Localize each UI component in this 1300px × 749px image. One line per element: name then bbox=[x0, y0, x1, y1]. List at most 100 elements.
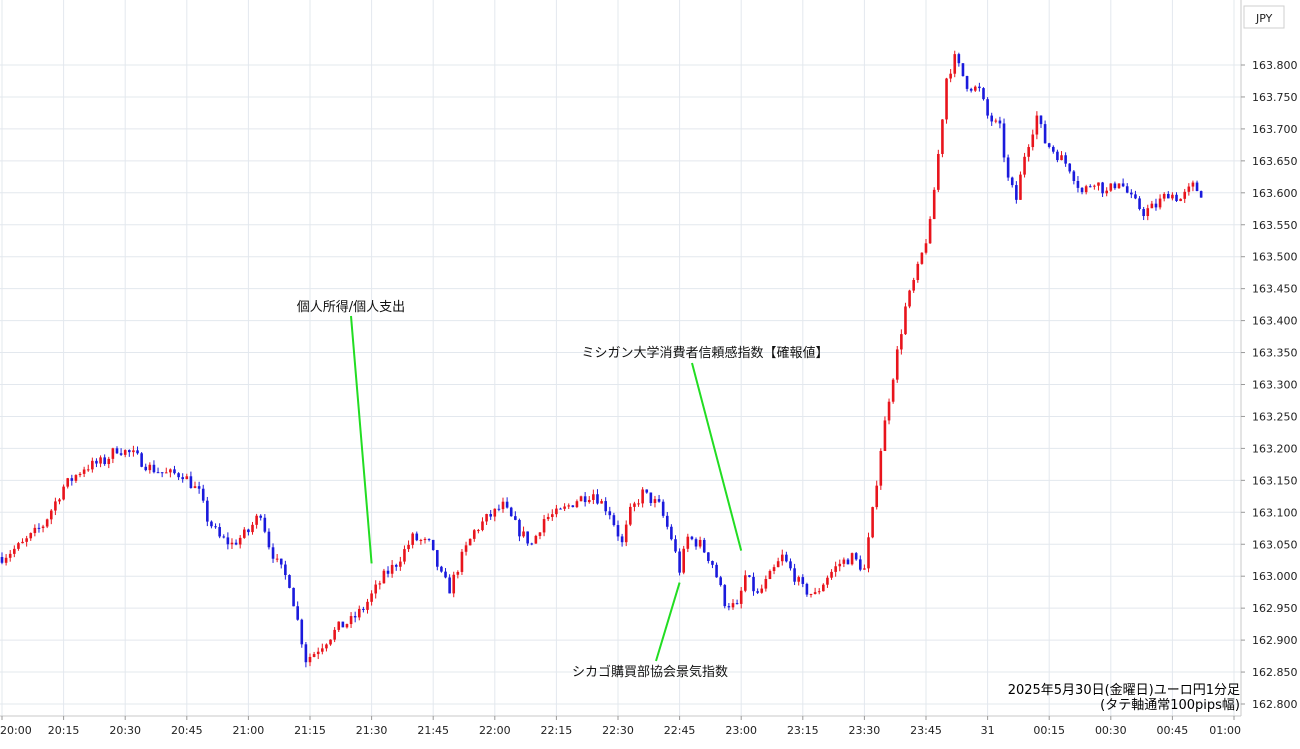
candle-body bbox=[842, 559, 846, 564]
candle-body bbox=[744, 575, 747, 591]
candle-body bbox=[937, 153, 940, 190]
candle-body bbox=[472, 530, 476, 539]
candle-body bbox=[206, 500, 209, 522]
candle-body bbox=[1138, 198, 1141, 210]
candle-body bbox=[189, 476, 193, 489]
candle-body bbox=[181, 477, 184, 480]
y-tick-label: 162.950 bbox=[1252, 602, 1298, 615]
candle-body bbox=[1056, 151, 1059, 161]
candle-body bbox=[1039, 115, 1043, 125]
candle-body bbox=[242, 529, 246, 538]
candle-body bbox=[698, 539, 702, 547]
candle-body bbox=[0, 557, 4, 563]
candle-body bbox=[1109, 183, 1113, 191]
candle-body bbox=[752, 576, 755, 592]
candle-body bbox=[185, 476, 189, 480]
candle-body bbox=[1031, 134, 1035, 148]
candle-layer bbox=[0, 50, 1203, 668]
candle-body bbox=[374, 584, 378, 594]
candle-body bbox=[822, 584, 825, 592]
candle-body bbox=[641, 489, 644, 504]
candle-body bbox=[620, 536, 624, 543]
candle-body bbox=[1142, 209, 1145, 217]
candle-body bbox=[801, 577, 805, 584]
y-tick-label: 163.150 bbox=[1252, 474, 1298, 487]
candle-body bbox=[789, 561, 792, 569]
currency-box bbox=[1243, 5, 1285, 29]
candle-body bbox=[300, 619, 304, 645]
candle-body bbox=[21, 541, 24, 544]
candle-body bbox=[378, 583, 382, 585]
candle-body bbox=[197, 486, 201, 489]
candle-body bbox=[649, 492, 653, 504]
candle-body bbox=[1113, 183, 1117, 189]
candle-body bbox=[91, 460, 94, 470]
candle-body bbox=[411, 533, 414, 545]
candle-body bbox=[222, 536, 226, 538]
candle-body bbox=[665, 515, 669, 527]
candle-body bbox=[661, 501, 665, 516]
candle-body bbox=[4, 557, 8, 563]
y-tick-label: 163.200 bbox=[1252, 442, 1298, 455]
candle-body bbox=[58, 499, 61, 502]
candle-body bbox=[587, 499, 591, 503]
candle-body bbox=[308, 656, 312, 663]
candle-body bbox=[969, 88, 973, 91]
candle-body bbox=[583, 496, 587, 503]
candle-body bbox=[99, 457, 102, 464]
candle-body bbox=[1088, 186, 1092, 188]
candle-body bbox=[530, 543, 534, 545]
candle-body bbox=[1019, 174, 1022, 200]
candle-body bbox=[785, 554, 788, 562]
y-tick-label: 163.600 bbox=[1252, 187, 1298, 200]
candle-body bbox=[1175, 194, 1178, 202]
candle-body bbox=[854, 553, 858, 560]
candle-body bbox=[247, 529, 250, 533]
candle-body bbox=[563, 506, 566, 509]
candle-body bbox=[386, 570, 390, 574]
candle-body bbox=[637, 503, 640, 505]
candle-body bbox=[1035, 115, 1039, 135]
candle-body bbox=[366, 601, 369, 610]
candle-body bbox=[144, 466, 148, 471]
candle-body bbox=[797, 577, 800, 582]
x-tick-label: 21:45 bbox=[417, 724, 449, 737]
candle-body bbox=[1027, 147, 1030, 157]
candle-body bbox=[1117, 183, 1121, 189]
candle-body bbox=[546, 516, 550, 520]
candle-body bbox=[1093, 185, 1096, 187]
candle-body bbox=[341, 621, 345, 628]
candle-body bbox=[284, 564, 287, 576]
candle-body bbox=[86, 469, 90, 471]
candle-body bbox=[957, 54, 961, 64]
candle-body bbox=[1195, 182, 1199, 192]
y-tick-label: 163.750 bbox=[1252, 91, 1298, 104]
candle-body bbox=[579, 496, 583, 502]
x-tick-label: 00:30 bbox=[1095, 724, 1127, 737]
x-tick-label: 21:30 bbox=[356, 724, 388, 737]
candle-body bbox=[263, 517, 267, 532]
candle-body bbox=[838, 563, 842, 567]
candle-body bbox=[140, 453, 143, 467]
candle-body bbox=[571, 505, 575, 508]
candle-body bbox=[456, 571, 460, 575]
candle-body bbox=[863, 568, 866, 570]
candle-body bbox=[111, 448, 115, 459]
y-tick-label: 163.100 bbox=[1252, 506, 1298, 519]
candle-body bbox=[719, 577, 722, 586]
candle-body bbox=[415, 533, 419, 541]
candle-body bbox=[1064, 155, 1067, 164]
candle-body bbox=[477, 530, 480, 532]
caption-layer: 2025年5月30日(金曜日)ユーロ円1分足 (タテ軸通常100pips幅) bbox=[1008, 682, 1240, 713]
candle-body bbox=[674, 539, 677, 552]
candle-body bbox=[509, 507, 513, 517]
candle-body bbox=[464, 545, 468, 552]
y-tick-label: 163.400 bbox=[1252, 315, 1298, 328]
candle-body bbox=[41, 526, 45, 529]
candle-body bbox=[945, 78, 948, 120]
candle-body bbox=[316, 651, 320, 655]
candle-body bbox=[49, 510, 53, 520]
x-tick-label: 21:15 bbox=[294, 724, 326, 737]
candle-body bbox=[596, 494, 599, 504]
